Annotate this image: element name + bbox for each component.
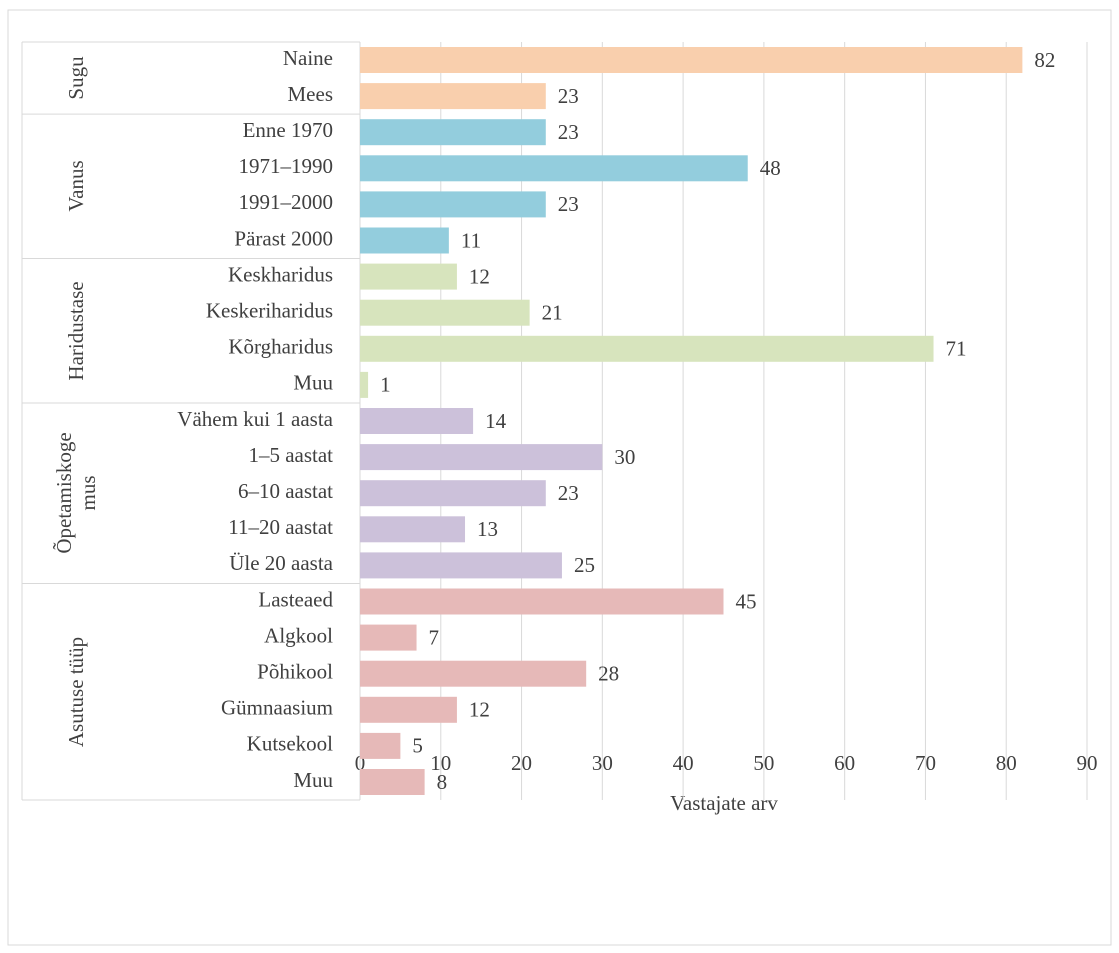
y-tick-label: 1–5 aastat: [248, 443, 333, 467]
data-label: 23: [558, 481, 579, 505]
data-label: 12: [469, 698, 490, 722]
bar: [360, 732, 401, 759]
x-tick-label: 20: [511, 751, 532, 775]
x-tick-label: 80: [996, 751, 1017, 775]
chart-border: [7, 9, 1112, 946]
bar: [360, 408, 474, 434]
y-tick-label: 1991–2000: [239, 190, 334, 214]
bar: [360, 335, 934, 362]
y-tick-label: Keskeriharidus: [206, 299, 333, 323]
x-axis-title: Vastajate arv: [670, 791, 778, 815]
x-tick-label: 90: [1077, 751, 1098, 775]
y-tick-label: Naine: [283, 46, 333, 70]
data-label: 23: [558, 84, 579, 108]
data-label: 5: [412, 734, 423, 758]
group-label: Haridustase: [64, 281, 88, 381]
data-label: 14: [485, 409, 507, 433]
bar: [360, 299, 530, 326]
bar: [360, 696, 457, 723]
data-label: 25: [574, 553, 595, 577]
bar: [360, 263, 457, 290]
y-tick-label: Muu: [293, 371, 333, 395]
y-tick-label: Kutsekool: [247, 732, 333, 756]
group-label: Vanus: [64, 160, 88, 213]
data-label: 82: [1034, 48, 1055, 72]
data-label: 45: [736, 589, 757, 613]
data-label: 28: [598, 662, 619, 686]
y-tick-label: Muu: [293, 768, 333, 792]
bar: [360, 769, 425, 795]
data-label: 11: [461, 228, 481, 252]
bar: [360, 371, 369, 398]
data-label: 30: [614, 445, 635, 469]
bar: [360, 155, 748, 182]
bar: [360, 191, 546, 218]
y-tick-label: Enne 1970: [243, 118, 333, 142]
data-label: 1: [380, 373, 391, 397]
y-tick-label: Vähem kui 1 aasta: [177, 407, 333, 431]
bar: [360, 660, 587, 687]
x-tick-label: 10: [430, 751, 451, 775]
group-label: Sugu: [64, 56, 88, 100]
y-tick-label: Algkool: [264, 623, 333, 647]
data-label: 71: [946, 337, 967, 361]
y-tick-label: Põhikool: [257, 660, 333, 684]
group-label: Asutuse tüüp: [64, 636, 88, 747]
data-label: 48: [760, 156, 781, 180]
x-tick-label: 70: [915, 751, 936, 775]
bar: [360, 624, 417, 651]
group-label: Õpetamiskoge mus: [52, 432, 100, 554]
y-tick-label: 11–20 aastat: [228, 515, 333, 539]
y-tick-label: Lasteaed: [258, 587, 333, 611]
data-label: 23: [558, 192, 579, 216]
x-tick-label: 30: [592, 751, 613, 775]
y-tick-label: Pärast 2000: [234, 226, 333, 250]
y-tick-label: 6–10 aastat: [238, 479, 333, 503]
bar: [360, 588, 724, 615]
data-label: 7: [429, 625, 440, 649]
y-tick-label: Üle 20 aasta: [229, 551, 333, 575]
data-label: 23: [558, 120, 579, 144]
data-label: 21: [542, 301, 563, 325]
y-tick-label: Kõrgharidus: [228, 335, 333, 359]
bar: [360, 47, 1023, 73]
data-label: 8: [437, 770, 448, 794]
bar: [360, 552, 562, 579]
data-label: 13: [477, 517, 498, 541]
data-label: 12: [469, 264, 490, 288]
bar: [360, 480, 546, 507]
x-tick-label: 60: [834, 751, 855, 775]
x-tick-label: 50: [753, 751, 774, 775]
y-tick-label: Mees: [288, 82, 334, 106]
y-tick-label: Keskharidus: [228, 262, 333, 286]
bar: [360, 83, 546, 110]
bar: [360, 444, 603, 471]
bar: [360, 119, 546, 146]
bar: [360, 516, 466, 543]
x-tick-label: 40: [673, 751, 694, 775]
bar: [360, 227, 449, 254]
y-tick-label: Gümnaasium: [221, 696, 333, 720]
y-tick-label: 1971–1990: [239, 154, 334, 178]
